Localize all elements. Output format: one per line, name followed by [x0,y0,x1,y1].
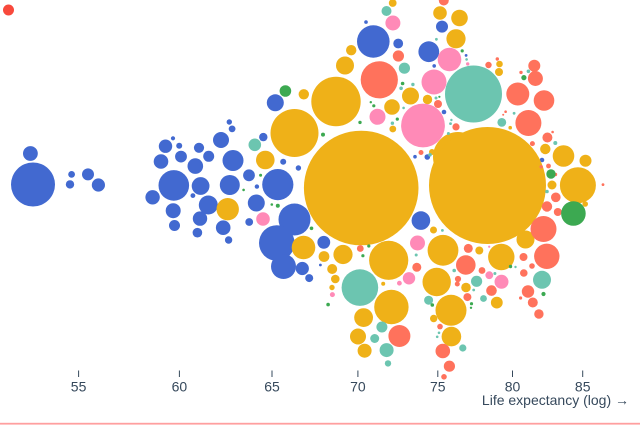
svg-text:Life expectancy (log) →: Life expectancy (log) → [482,392,629,408]
svg-text:55: 55 [71,379,87,395]
svg-text:80: 80 [505,379,521,395]
svg-text:85: 85 [575,379,591,395]
svg-text:60: 60 [172,379,188,395]
svg-text:70: 70 [350,379,366,395]
svg-text:75: 75 [430,379,446,395]
svg-text:65: 65 [264,379,280,395]
